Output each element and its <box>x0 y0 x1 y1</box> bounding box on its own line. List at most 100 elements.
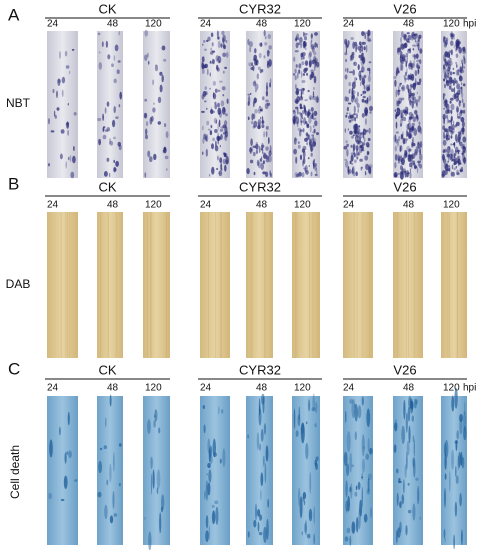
stain-spot <box>113 106 116 114</box>
time-label: 48 <box>403 200 415 211</box>
stain-spot <box>362 95 366 99</box>
stain-spot <box>112 491 115 509</box>
stain-spot <box>97 117 102 122</box>
stain-spot <box>315 401 318 414</box>
stain-spot <box>354 404 359 422</box>
stain-spot <box>246 168 250 175</box>
stain-spot <box>104 129 109 132</box>
stain-spot <box>308 164 310 168</box>
stain-spot <box>265 130 268 138</box>
stain-spot <box>345 48 347 54</box>
stain-spot <box>456 64 458 68</box>
stain-spot <box>444 473 447 480</box>
stain-spot <box>457 151 460 155</box>
stain-spot <box>455 39 460 47</box>
stain-spot <box>448 81 452 88</box>
stain-spot <box>115 116 119 119</box>
stain-spot <box>364 34 366 40</box>
stain-spot <box>202 125 204 131</box>
stain-spot <box>206 107 208 110</box>
stain-spot <box>446 114 449 119</box>
stain-spot <box>395 131 399 134</box>
stain-spot <box>450 143 453 146</box>
stain-spot <box>222 158 226 165</box>
stain-spot <box>249 146 252 155</box>
stain-spot <box>461 121 465 128</box>
stain-spot <box>417 81 421 86</box>
stain-spot <box>260 162 265 170</box>
stain-spot <box>360 81 362 87</box>
stain-spot <box>303 104 305 110</box>
stain-spot <box>446 118 449 124</box>
stain-spot <box>298 406 301 421</box>
stain-spot <box>406 451 408 470</box>
stain-spot <box>451 395 455 412</box>
stain-spot <box>415 99 418 106</box>
stain-spot <box>365 118 367 125</box>
stain-spot <box>406 84 409 90</box>
stain-spot <box>212 80 216 86</box>
time-label: 48 <box>403 383 415 394</box>
stain-spot <box>265 158 270 163</box>
stain-spot <box>99 447 103 451</box>
stain-spot <box>299 129 302 137</box>
stain-spot <box>462 83 466 87</box>
stain-spot <box>109 140 114 146</box>
stain-spot <box>220 43 223 48</box>
stain-spot <box>413 457 416 478</box>
stain-spot <box>217 89 221 93</box>
stain-spot <box>97 32 101 36</box>
stain-spot <box>395 138 399 144</box>
stain-spot <box>223 44 226 50</box>
stain-spot <box>462 102 465 108</box>
stain-spot <box>297 127 302 131</box>
time-label: 48 <box>256 383 268 394</box>
stain-spot <box>305 442 309 460</box>
stain-spot <box>412 138 414 147</box>
stain-spot <box>252 145 257 149</box>
stain-spot <box>104 504 108 520</box>
stain-spot <box>447 61 451 67</box>
stain-spot <box>56 90 58 99</box>
stain-spot <box>267 34 272 39</box>
stain-spot <box>310 40 313 48</box>
stain-spot <box>263 29 266 37</box>
stain-spot <box>407 406 411 422</box>
stain-spot <box>218 119 221 128</box>
stain-spot <box>117 141 122 147</box>
stain-spot <box>363 513 368 523</box>
stain-spot <box>304 67 309 71</box>
stain-spot <box>256 159 260 167</box>
stain-spot <box>414 110 418 115</box>
stain-spot <box>456 89 461 96</box>
stain-spot <box>444 39 448 46</box>
stain-spot <box>353 152 356 158</box>
stain-spot <box>214 103 218 110</box>
stain-spot <box>396 107 399 112</box>
stain-spot <box>418 95 421 100</box>
stain-spot <box>255 503 257 521</box>
stain-spot <box>118 482 121 487</box>
stain-spot <box>408 92 413 97</box>
stain-spot <box>293 114 297 120</box>
stain-spot <box>417 141 420 145</box>
stain-spot <box>444 488 446 508</box>
stain-spot <box>356 113 358 119</box>
stain-spot <box>258 531 263 536</box>
stain-spot <box>408 127 412 133</box>
stain-spot <box>357 481 361 490</box>
stain-spot <box>315 60 318 66</box>
stain-spot <box>453 86 456 94</box>
stain-spot <box>308 52 312 60</box>
stain-spot <box>400 133 403 140</box>
stain-spot <box>293 56 296 62</box>
stain-spot <box>312 90 315 98</box>
stain-spot <box>144 54 148 61</box>
stain-spot <box>217 55 222 64</box>
stain-spot <box>411 31 415 39</box>
stain-spot <box>209 51 214 55</box>
stain-spot <box>345 40 348 47</box>
stain-spot <box>403 43 405 50</box>
stain-spot <box>209 130 213 136</box>
stain-spot <box>303 117 307 125</box>
